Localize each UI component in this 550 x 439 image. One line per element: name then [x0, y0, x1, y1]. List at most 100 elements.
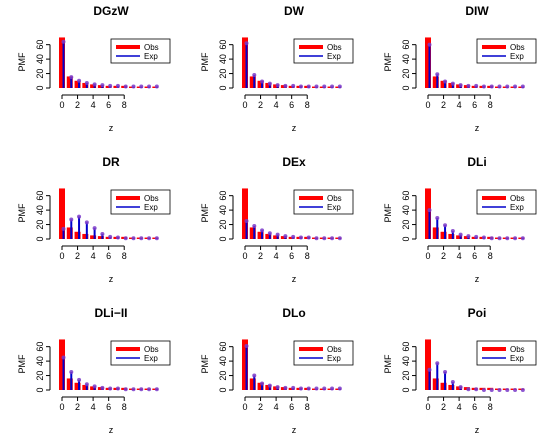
panel-title: DEx [282, 155, 306, 169]
exp-point [92, 384, 97, 389]
x-tick-label: 2 [75, 100, 80, 110]
exp-point [450, 81, 455, 86]
obs-bar [74, 231, 81, 239]
exp-point [314, 386, 319, 391]
exp-bar [459, 234, 462, 239]
exp-point [131, 236, 136, 241]
obs-bar [66, 227, 73, 239]
exp-bar [428, 369, 431, 390]
legend-obs-label: Obs [510, 43, 525, 52]
y-tick-label: 0 [218, 387, 228, 392]
x-tick-label: 8 [122, 402, 127, 412]
exp-point [100, 231, 105, 236]
exp-point [252, 373, 257, 378]
exp-point [291, 234, 296, 239]
exp-bar [78, 379, 81, 390]
x-tick-label: 0 [425, 402, 430, 412]
exp-point [100, 385, 105, 390]
obs-bar [463, 236, 470, 239]
exp-bar [245, 43, 248, 88]
obs-bar [280, 236, 287, 239]
obs-bar [242, 37, 248, 88]
exp-point [100, 83, 105, 88]
exp-point [337, 84, 342, 89]
y-tick-label: 40 [218, 356, 228, 366]
obs-bar [90, 386, 97, 390]
exp-point [520, 236, 525, 241]
x-axis-label: z [292, 425, 297, 435]
exp-point [131, 84, 136, 89]
exp-bar [268, 385, 271, 390]
exp-point [298, 235, 303, 240]
exp-bar [93, 228, 96, 239]
exp-point [244, 343, 249, 348]
exp-point [314, 236, 319, 241]
x-tick-label: 6 [289, 402, 294, 412]
legend-obs-label: Obs [510, 194, 525, 203]
x-axis-label: z [475, 123, 480, 133]
x-tick-label: 4 [457, 251, 462, 261]
exp-point [314, 84, 319, 89]
exp-point [92, 82, 97, 87]
exp-bar [70, 77, 73, 88]
exp-bar [451, 83, 454, 88]
y-tick-label: 60 [35, 342, 45, 352]
x-tick-label: 0 [59, 100, 64, 110]
x-tick-label: 4 [91, 402, 96, 412]
exp-point [435, 72, 440, 77]
exp-point [147, 84, 152, 89]
x-axis-label: z [292, 123, 297, 133]
obs-bar [257, 231, 264, 239]
exp-bar [451, 382, 454, 390]
exp-point [139, 84, 144, 89]
exp-bar [245, 220, 248, 239]
x-tick-label: 4 [91, 100, 96, 110]
exp-point [283, 83, 288, 88]
exp-point [497, 84, 502, 89]
obs-bar [257, 80, 264, 88]
exp-point [513, 84, 518, 89]
legend-box [476, 38, 537, 64]
exp-point [123, 387, 128, 392]
exp-bar [253, 226, 256, 239]
x-tick-label: 6 [106, 251, 111, 261]
exp-bar [451, 231, 454, 239]
y-tick-label: 0 [218, 85, 228, 90]
y-tick-label: 20 [218, 69, 228, 79]
exp-point [427, 367, 432, 372]
exp-point [252, 224, 257, 228]
obs-bar [432, 378, 439, 390]
legend-exp-label: Exp [327, 203, 341, 212]
x-tick-label: 4 [457, 100, 462, 110]
obs-bar [448, 384, 455, 390]
exp-point [147, 387, 152, 392]
exp-point [267, 231, 272, 236]
exp-point [298, 386, 303, 391]
y-axis-label: PMF [383, 52, 393, 72]
panel-title: DLo [282, 306, 305, 320]
y-tick-label: 60 [218, 191, 228, 201]
x-tick-label: 4 [274, 402, 279, 412]
legend-box [476, 340, 537, 366]
exp-bar [261, 230, 264, 239]
y-tick-label: 40 [35, 356, 45, 366]
y-tick-label: 40 [401, 54, 411, 64]
exp-bar [261, 383, 264, 390]
x-axis-label: z [109, 425, 114, 435]
y-axis-label: PMF [383, 354, 393, 374]
exp-point [77, 78, 82, 83]
exp-point [435, 361, 440, 366]
obs-bar [66, 378, 73, 390]
exp-point [427, 208, 432, 213]
exp-point [267, 81, 272, 86]
exp-point [481, 84, 486, 89]
legend-exp-label: Exp [144, 52, 158, 61]
obs-bar [432, 76, 439, 88]
exp-point [443, 79, 448, 84]
legend-obs-label: Obs [327, 194, 342, 203]
x-tick-label: 6 [106, 100, 111, 110]
x-tick-label: 8 [488, 402, 493, 412]
legend-box [293, 340, 354, 366]
legend-obs-label: Obs [144, 345, 159, 354]
x-tick-label: 8 [305, 251, 310, 261]
